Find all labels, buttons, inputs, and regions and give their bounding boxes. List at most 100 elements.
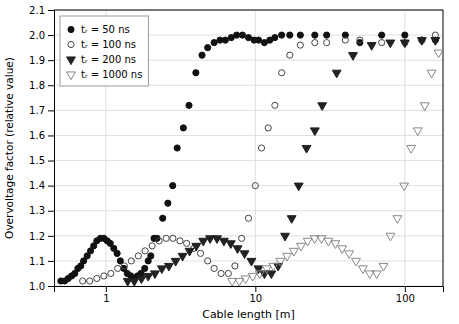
point <box>94 275 100 281</box>
point <box>222 37 228 43</box>
tick: 1.0 <box>29 281 54 292</box>
point <box>180 125 186 131</box>
tick: 1 <box>103 286 109 304</box>
point <box>281 233 290 241</box>
tick-mark <box>48 60 54 61</box>
tick: 1.5 <box>29 155 54 166</box>
grid-line-y <box>54 185 443 186</box>
point <box>279 70 285 76</box>
point <box>114 250 120 256</box>
point <box>379 263 388 271</box>
point <box>211 265 217 271</box>
point <box>239 235 245 241</box>
point <box>148 253 154 259</box>
point <box>170 235 176 241</box>
point <box>269 263 278 271</box>
tick-label: 2.0 <box>29 30 45 41</box>
point <box>379 40 385 46</box>
tick-label: 2.1 <box>29 5 45 16</box>
point <box>400 183 409 191</box>
point <box>135 253 141 259</box>
point <box>407 145 416 153</box>
point <box>234 32 240 38</box>
tick: 1.1 <box>29 256 54 267</box>
point <box>205 45 211 51</box>
point <box>241 276 250 284</box>
point <box>192 243 201 251</box>
tick-mark <box>255 286 256 292</box>
legend-entry: tᵣ = 100 ns <box>68 39 136 50</box>
tick: 1.7 <box>29 105 54 116</box>
tick: 2.0 <box>29 30 54 41</box>
point <box>379 32 385 38</box>
point <box>386 40 395 48</box>
point <box>247 258 256 266</box>
point <box>297 32 303 38</box>
tick-label: 1.6 <box>29 130 45 141</box>
point <box>235 278 244 286</box>
tick-mark <box>48 261 54 262</box>
tick-label: 1.8 <box>29 80 45 91</box>
tick-label: 1.3 <box>29 205 45 216</box>
legend-symbol <box>68 41 74 47</box>
point <box>357 37 363 43</box>
point <box>345 251 354 259</box>
tick-label: 1.5 <box>29 155 45 166</box>
point <box>165 200 171 206</box>
point <box>170 183 176 189</box>
point <box>434 50 443 58</box>
series <box>58 32 439 284</box>
point <box>393 216 402 224</box>
point <box>297 42 303 48</box>
tick-mark <box>405 286 406 292</box>
point <box>137 276 146 284</box>
point <box>349 53 358 61</box>
legend-label: tᵣ = 200 ns <box>81 54 136 65</box>
point <box>199 238 208 246</box>
point <box>413 128 422 136</box>
point <box>142 265 148 271</box>
point <box>128 258 134 264</box>
point <box>171 258 180 266</box>
point <box>267 271 276 279</box>
grid <box>54 10 443 286</box>
point <box>420 103 429 111</box>
point <box>184 240 190 246</box>
plot-area: 1101001.01.11.21.31.41.51.61.71.81.92.02… <box>29 5 443 304</box>
legend-symbol <box>67 57 76 65</box>
grid-line-y <box>54 210 443 211</box>
point <box>324 40 330 46</box>
axis-line <box>55 287 444 293</box>
point <box>255 37 261 43</box>
grid-line-y <box>54 235 443 236</box>
legend-entry: tᵣ = 200 ns <box>67 54 136 65</box>
tick-label: 1.4 <box>29 180 45 191</box>
legend-symbol <box>67 72 76 80</box>
tick-mark <box>48 161 54 162</box>
point <box>272 35 278 41</box>
tick-label: 1.2 <box>29 231 45 242</box>
tick-label: 10 <box>249 293 262 304</box>
point <box>372 271 381 279</box>
tick-mark <box>48 186 54 187</box>
point <box>431 38 440 46</box>
point <box>417 38 426 46</box>
point <box>80 278 86 284</box>
y-axis: 1.01.11.21.31.41.51.61.71.81.92.02.1 <box>29 5 54 292</box>
point <box>287 32 293 38</box>
point <box>218 270 224 276</box>
grid-line-y <box>54 160 443 161</box>
tick: 2.1 <box>29 5 54 16</box>
tick-label: 1 <box>103 293 109 304</box>
tick-mark <box>106 286 107 292</box>
point <box>386 233 395 241</box>
point <box>199 52 205 58</box>
legend-label: tᵣ = 50 ns <box>81 24 130 35</box>
legend-box <box>60 16 148 86</box>
point <box>367 43 376 51</box>
point <box>232 263 238 269</box>
point <box>101 273 107 279</box>
point <box>160 215 166 221</box>
point <box>108 270 114 276</box>
tick-mark <box>48 85 54 86</box>
